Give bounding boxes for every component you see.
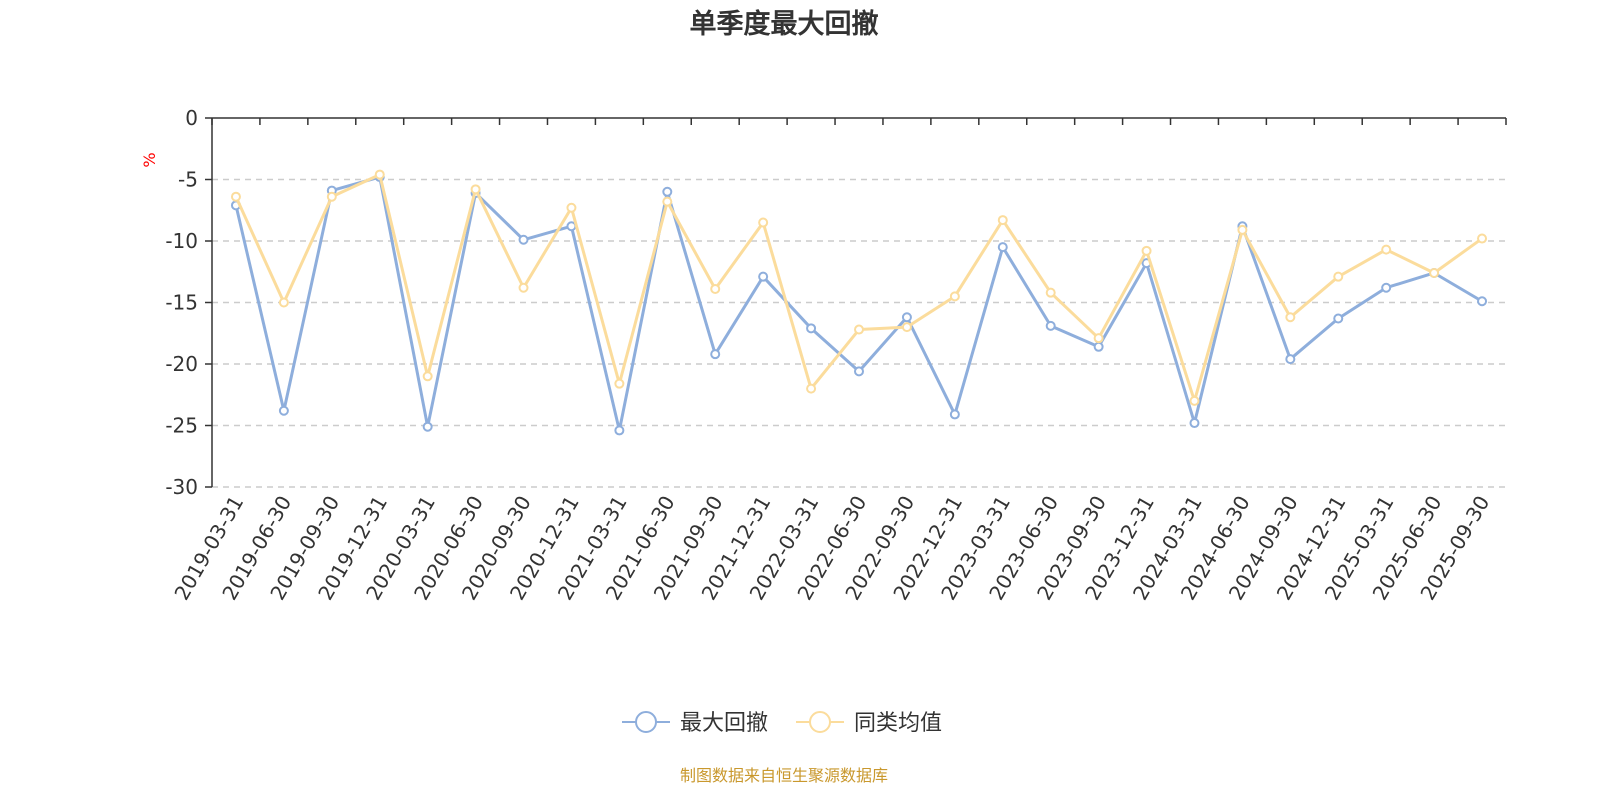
data-point[interactable] — [278, 297, 289, 308]
data-point[interactable] — [518, 282, 529, 293]
data-point[interactable] — [1189, 395, 1200, 406]
data-point[interactable] — [758, 217, 769, 228]
y-tick-label: -20 — [165, 352, 198, 376]
series-line — [234, 175, 1483, 432]
y-tick-label: -30 — [165, 475, 198, 499]
data-point[interactable] — [662, 196, 673, 207]
series-1 — [230, 172, 1488, 436]
data-point[interactable] — [614, 425, 625, 436]
data-point[interactable] — [1093, 333, 1104, 344]
data-point[interactable] — [901, 312, 912, 323]
data-point[interactable] — [614, 378, 625, 389]
data-point[interactable] — [806, 383, 817, 394]
legend-label: 同类均值 — [854, 711, 942, 736]
legend-label: 最大回撤 — [680, 711, 768, 736]
data-point[interactable] — [230, 191, 241, 202]
data-point[interactable] — [566, 202, 577, 213]
data-point[interactable] — [1333, 271, 1344, 282]
data-point[interactable] — [949, 409, 960, 420]
data-point[interactable] — [1477, 296, 1488, 307]
series-2 — [230, 169, 1488, 406]
data-point[interactable] — [518, 234, 529, 245]
data-point[interactable] — [854, 324, 864, 335]
data-point[interactable] — [901, 322, 912, 333]
x-tick-labels: 2019-03-312019-06-302019-09-302019-12-31… — [169, 492, 1494, 605]
y-tick-label: -10 — [165, 229, 198, 253]
axes — [205, 117, 1507, 488]
data-point[interactable] — [326, 191, 337, 202]
data-source-note: 制图数据来自恒生聚源数据库 — [680, 766, 888, 785]
data-point[interactable] — [1189, 418, 1200, 429]
data-point[interactable] — [1381, 244, 1392, 255]
data-point[interactable] — [806, 323, 817, 334]
y-tick-label: -25 — [165, 414, 198, 438]
data-point[interactable] — [374, 169, 385, 180]
y-tick-label: 0 — [185, 106, 198, 130]
y-axis-unit-label: % — [140, 152, 159, 167]
data-point[interactable] — [1477, 233, 1488, 244]
y-tick-label: -15 — [165, 291, 198, 315]
data-point[interactable] — [949, 291, 960, 302]
data-point[interactable] — [710, 349, 721, 360]
data-point[interactable] — [1237, 224, 1248, 235]
data-point[interactable] — [1141, 245, 1152, 256]
data-point[interactable] — [662, 186, 673, 197]
data-point[interactable] — [278, 405, 289, 416]
legend-item[interactable]: 最大回撤 — [622, 711, 768, 736]
data-point[interactable] — [1093, 341, 1104, 352]
legend[interactable]: 最大回撤 同类均值 — [622, 711, 942, 736]
data-point[interactable] — [1285, 312, 1296, 323]
data-point[interactable] — [1381, 282, 1392, 293]
legend-item[interactable]: 同类均值 — [796, 711, 942, 736]
legend-marker-icon — [809, 711, 831, 733]
data-point[interactable] — [1429, 267, 1440, 278]
data-point[interactable] — [422, 421, 433, 432]
data-point[interactable] — [1045, 320, 1056, 331]
y-tick-label: -5 — [178, 168, 198, 192]
series-group — [230, 169, 1488, 436]
data-point[interactable] — [422, 371, 433, 382]
data-point[interactable] — [1285, 354, 1296, 365]
data-point[interactable] — [997, 215, 1008, 226]
data-point[interactable] — [1045, 287, 1056, 298]
data-point[interactable] — [1333, 313, 1344, 324]
data-point[interactable] — [710, 283, 721, 294]
legend-marker-icon — [635, 711, 657, 733]
chart-title: 单季度最大回撤 — [690, 8, 879, 40]
data-point[interactable] — [997, 242, 1008, 253]
y-tick-labels: 0 -5 -10 -15 -20 -25 -30 — [165, 106, 198, 499]
data-point[interactable] — [854, 366, 864, 377]
data-point[interactable] — [470, 184, 481, 195]
data-point[interactable] — [758, 271, 769, 282]
